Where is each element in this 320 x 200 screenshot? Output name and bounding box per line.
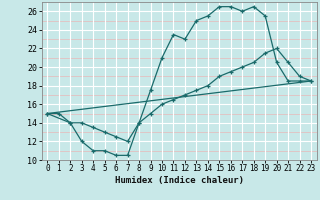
X-axis label: Humidex (Indice chaleur): Humidex (Indice chaleur) (115, 176, 244, 185)
